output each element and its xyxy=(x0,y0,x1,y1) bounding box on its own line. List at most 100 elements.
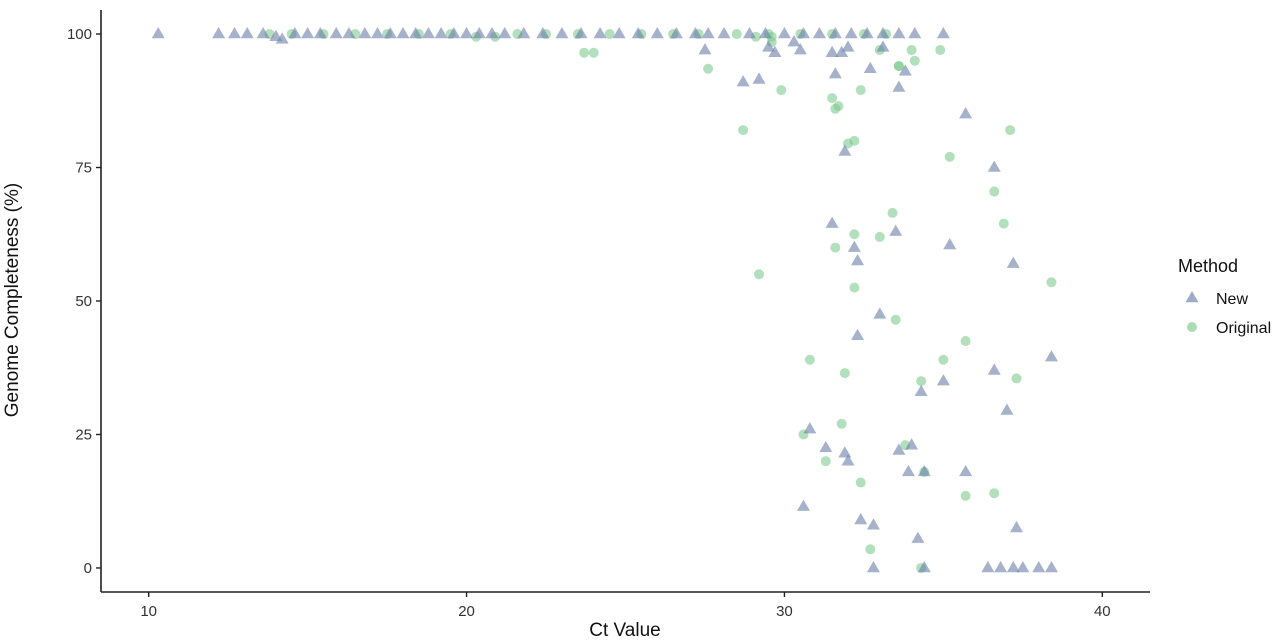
data-point-new xyxy=(742,27,756,39)
data-point-new xyxy=(498,27,512,39)
data-point-new xyxy=(698,43,712,55)
data-point-new xyxy=(959,107,973,119)
data-point-original xyxy=(893,61,904,72)
data-point-new xyxy=(889,224,903,236)
data-point-original xyxy=(989,186,1000,197)
data-point-original xyxy=(865,544,876,555)
data-point-new xyxy=(987,363,1001,375)
data-point-new xyxy=(593,27,607,39)
data-point-new xyxy=(688,27,702,39)
data-point-new xyxy=(908,27,922,39)
data-point-new xyxy=(421,27,435,39)
data-point-original xyxy=(776,85,787,96)
data-point-original xyxy=(604,29,615,40)
data-point-new xyxy=(812,27,826,39)
y-tick-label: 25 xyxy=(75,426,92,443)
data-point-new xyxy=(828,27,842,39)
data-point-new xyxy=(631,27,645,39)
data-point-new xyxy=(1006,256,1020,268)
x-axis-ticks: 10 20 30 40 xyxy=(140,592,1111,620)
data-point-new xyxy=(329,27,343,39)
data-point-new xyxy=(777,27,791,39)
data-point-new xyxy=(574,27,588,39)
data-point-original xyxy=(960,490,971,501)
y-tick-label: 75 xyxy=(75,160,92,177)
data-point-new xyxy=(835,45,849,57)
data-point-new xyxy=(905,438,919,450)
data-point-new xyxy=(1044,560,1058,573)
data-point-original xyxy=(989,488,1000,499)
data-point-new xyxy=(838,446,852,458)
data-point-new xyxy=(844,27,858,39)
data-point-new xyxy=(1000,403,1014,415)
data-point-new xyxy=(866,560,880,573)
legend-label: New xyxy=(1216,291,1248,308)
data-point-new xyxy=(758,27,772,39)
data-point-new xyxy=(409,27,423,39)
data-point-new xyxy=(669,27,683,39)
data-point-original xyxy=(906,45,917,56)
data-point-new xyxy=(851,328,865,340)
data-point-new xyxy=(987,160,1001,172)
data-point-new xyxy=(736,75,750,87)
plot-area xyxy=(151,27,1058,573)
data-point-original xyxy=(839,368,850,379)
data-point-original xyxy=(874,231,885,242)
data-point-new xyxy=(275,32,289,44)
legend: Method New Original xyxy=(1178,256,1271,337)
data-point-new xyxy=(151,27,165,39)
data-point-new xyxy=(847,240,861,252)
data-point-new xyxy=(342,27,356,39)
data-point-new xyxy=(911,531,925,543)
data-point-original xyxy=(830,103,841,114)
data-point-original xyxy=(855,477,866,488)
data-point-original xyxy=(579,47,590,58)
data-point-new xyxy=(212,27,226,39)
data-point-new xyxy=(717,27,731,39)
data-point-new xyxy=(383,27,397,39)
data-point-original xyxy=(855,85,866,96)
data-point-new xyxy=(936,27,950,39)
y-tick-label: 50 xyxy=(75,293,92,310)
data-point-new xyxy=(860,27,874,39)
data-point-new xyxy=(1006,560,1020,573)
data-point-new xyxy=(228,27,242,39)
x-tick-label: 30 xyxy=(776,603,793,620)
data-point-new xyxy=(838,144,852,156)
data-point-new xyxy=(936,374,950,386)
data-point-original xyxy=(754,269,765,280)
data-point-new xyxy=(943,237,957,250)
data-point-new xyxy=(866,518,880,530)
data-point-new xyxy=(917,560,931,573)
data-point-new xyxy=(873,307,887,319)
data-point-original xyxy=(849,229,860,240)
data-point-original xyxy=(738,125,749,136)
y-axis-title: Genome Completeness (%) xyxy=(2,183,23,417)
data-point-new xyxy=(536,27,550,39)
data-point-original xyxy=(804,354,815,365)
data-point-new xyxy=(898,64,912,76)
data-point-new xyxy=(851,253,865,266)
data-point-new xyxy=(854,512,868,525)
data-point-original xyxy=(909,55,920,66)
data-point-original xyxy=(703,63,714,74)
y-tick-label: 100 xyxy=(67,26,92,43)
data-point-new xyxy=(959,464,973,477)
data-point-original xyxy=(938,354,949,365)
data-point-new xyxy=(701,27,715,39)
data-point-original xyxy=(1005,125,1016,136)
data-point-new xyxy=(752,72,766,84)
data-point-new xyxy=(358,27,372,39)
legend-label: Original xyxy=(1216,320,1271,337)
data-point-original xyxy=(890,314,901,325)
y-tick-label: 0 xyxy=(84,560,92,577)
data-point-new xyxy=(819,440,833,453)
data-point-new xyxy=(914,384,928,397)
data-point-original xyxy=(935,45,946,56)
data-point-new xyxy=(612,27,626,39)
data-point-new xyxy=(313,27,327,39)
legend-items: New Original xyxy=(1185,291,1271,337)
data-point-new xyxy=(803,422,817,434)
data-point-original xyxy=(836,418,847,429)
